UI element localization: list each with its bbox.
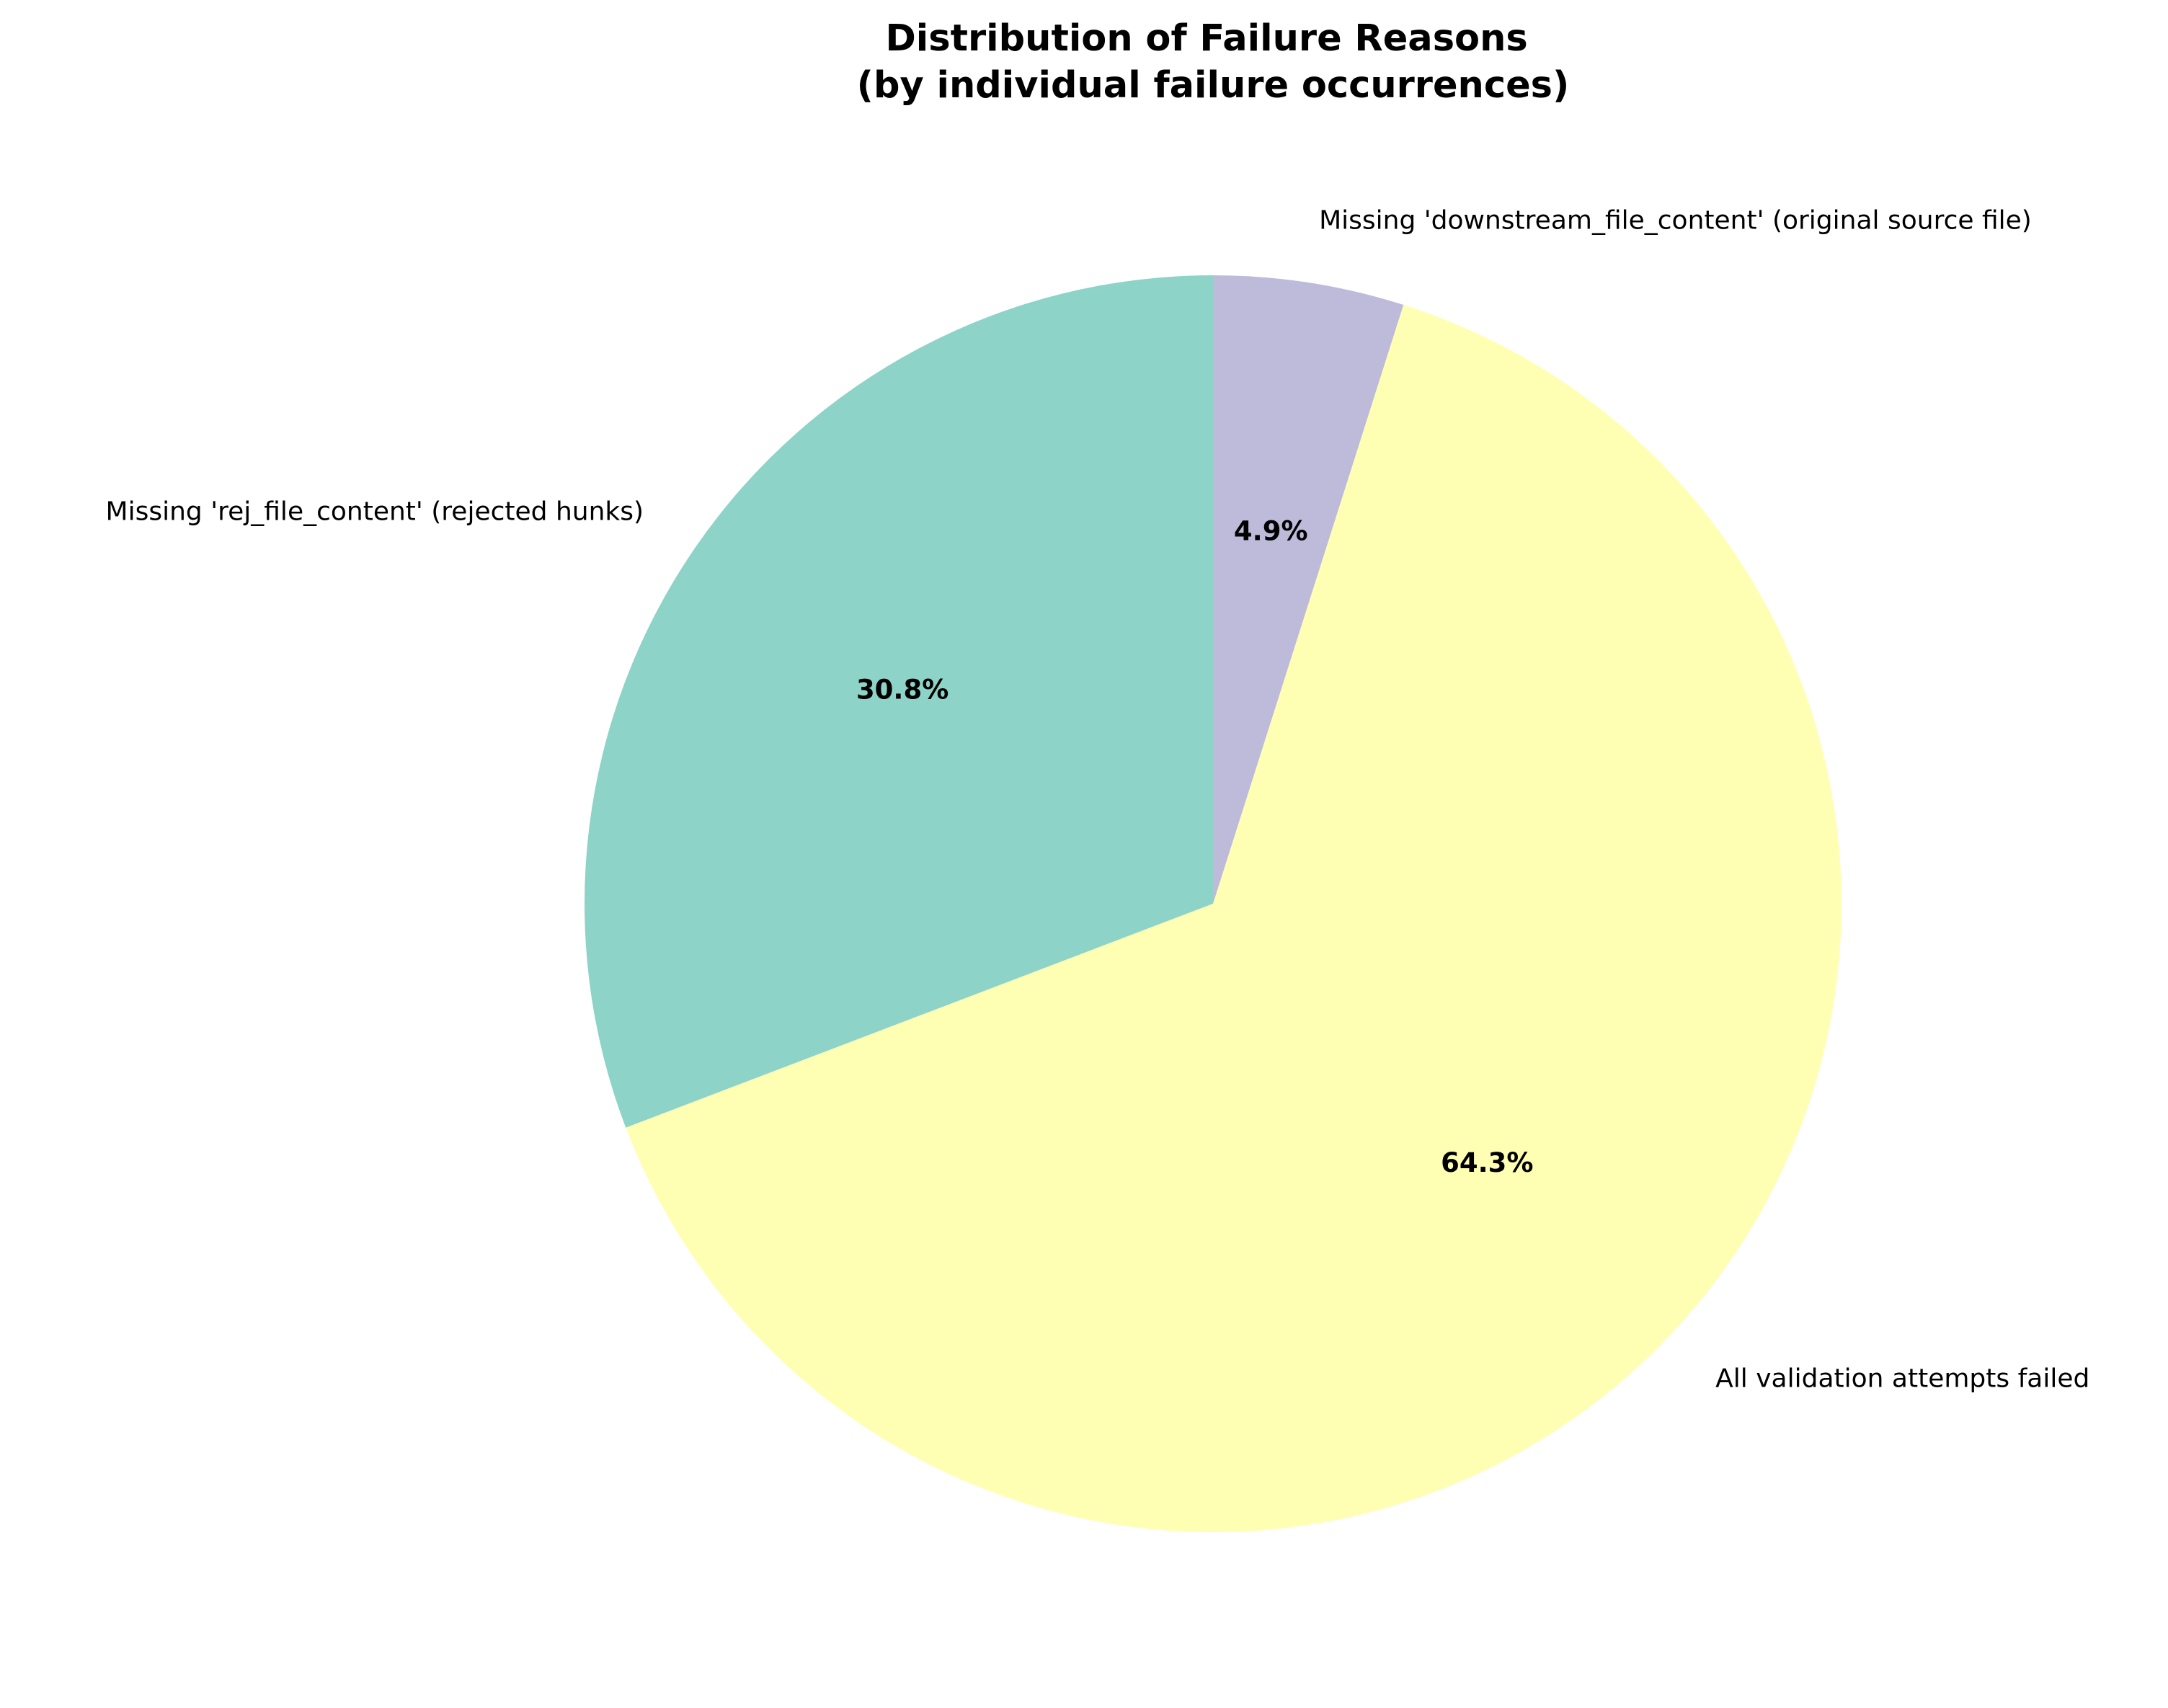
- slice-label-1: Missing 'rej_file_content' (rejected hun…: [106, 497, 644, 526]
- pie-slice-1: [584, 275, 1213, 1128]
- pie-slices: [584, 275, 1842, 1533]
- chart-title-line-1: Distribution of Failure Reasons: [885, 17, 1527, 60]
- chart-title: Distribution of Failure Reasons (by indi…: [857, 17, 1570, 107]
- chart-title-line-2: (by individual failure occurrences): [857, 64, 1570, 107]
- pie-slice-3: [1213, 275, 1404, 904]
- slice-label-3: Missing 'downstream_file_content' (origi…: [1319, 206, 2032, 236]
- slice-pct-label-2: 64.3%: [1441, 1147, 1533, 1178]
- slice-label-2: All validation attempts failed: [1715, 1364, 2089, 1393]
- pie-labels: Missing 'rej_file_content' (rejected hun…: [106, 206, 2090, 1394]
- pie-slice-2: [626, 305, 1842, 1533]
- slice-pct-label-1: 30.8%: [856, 675, 948, 706]
- slice-pct-label-3: 4.9%: [1234, 515, 1308, 546]
